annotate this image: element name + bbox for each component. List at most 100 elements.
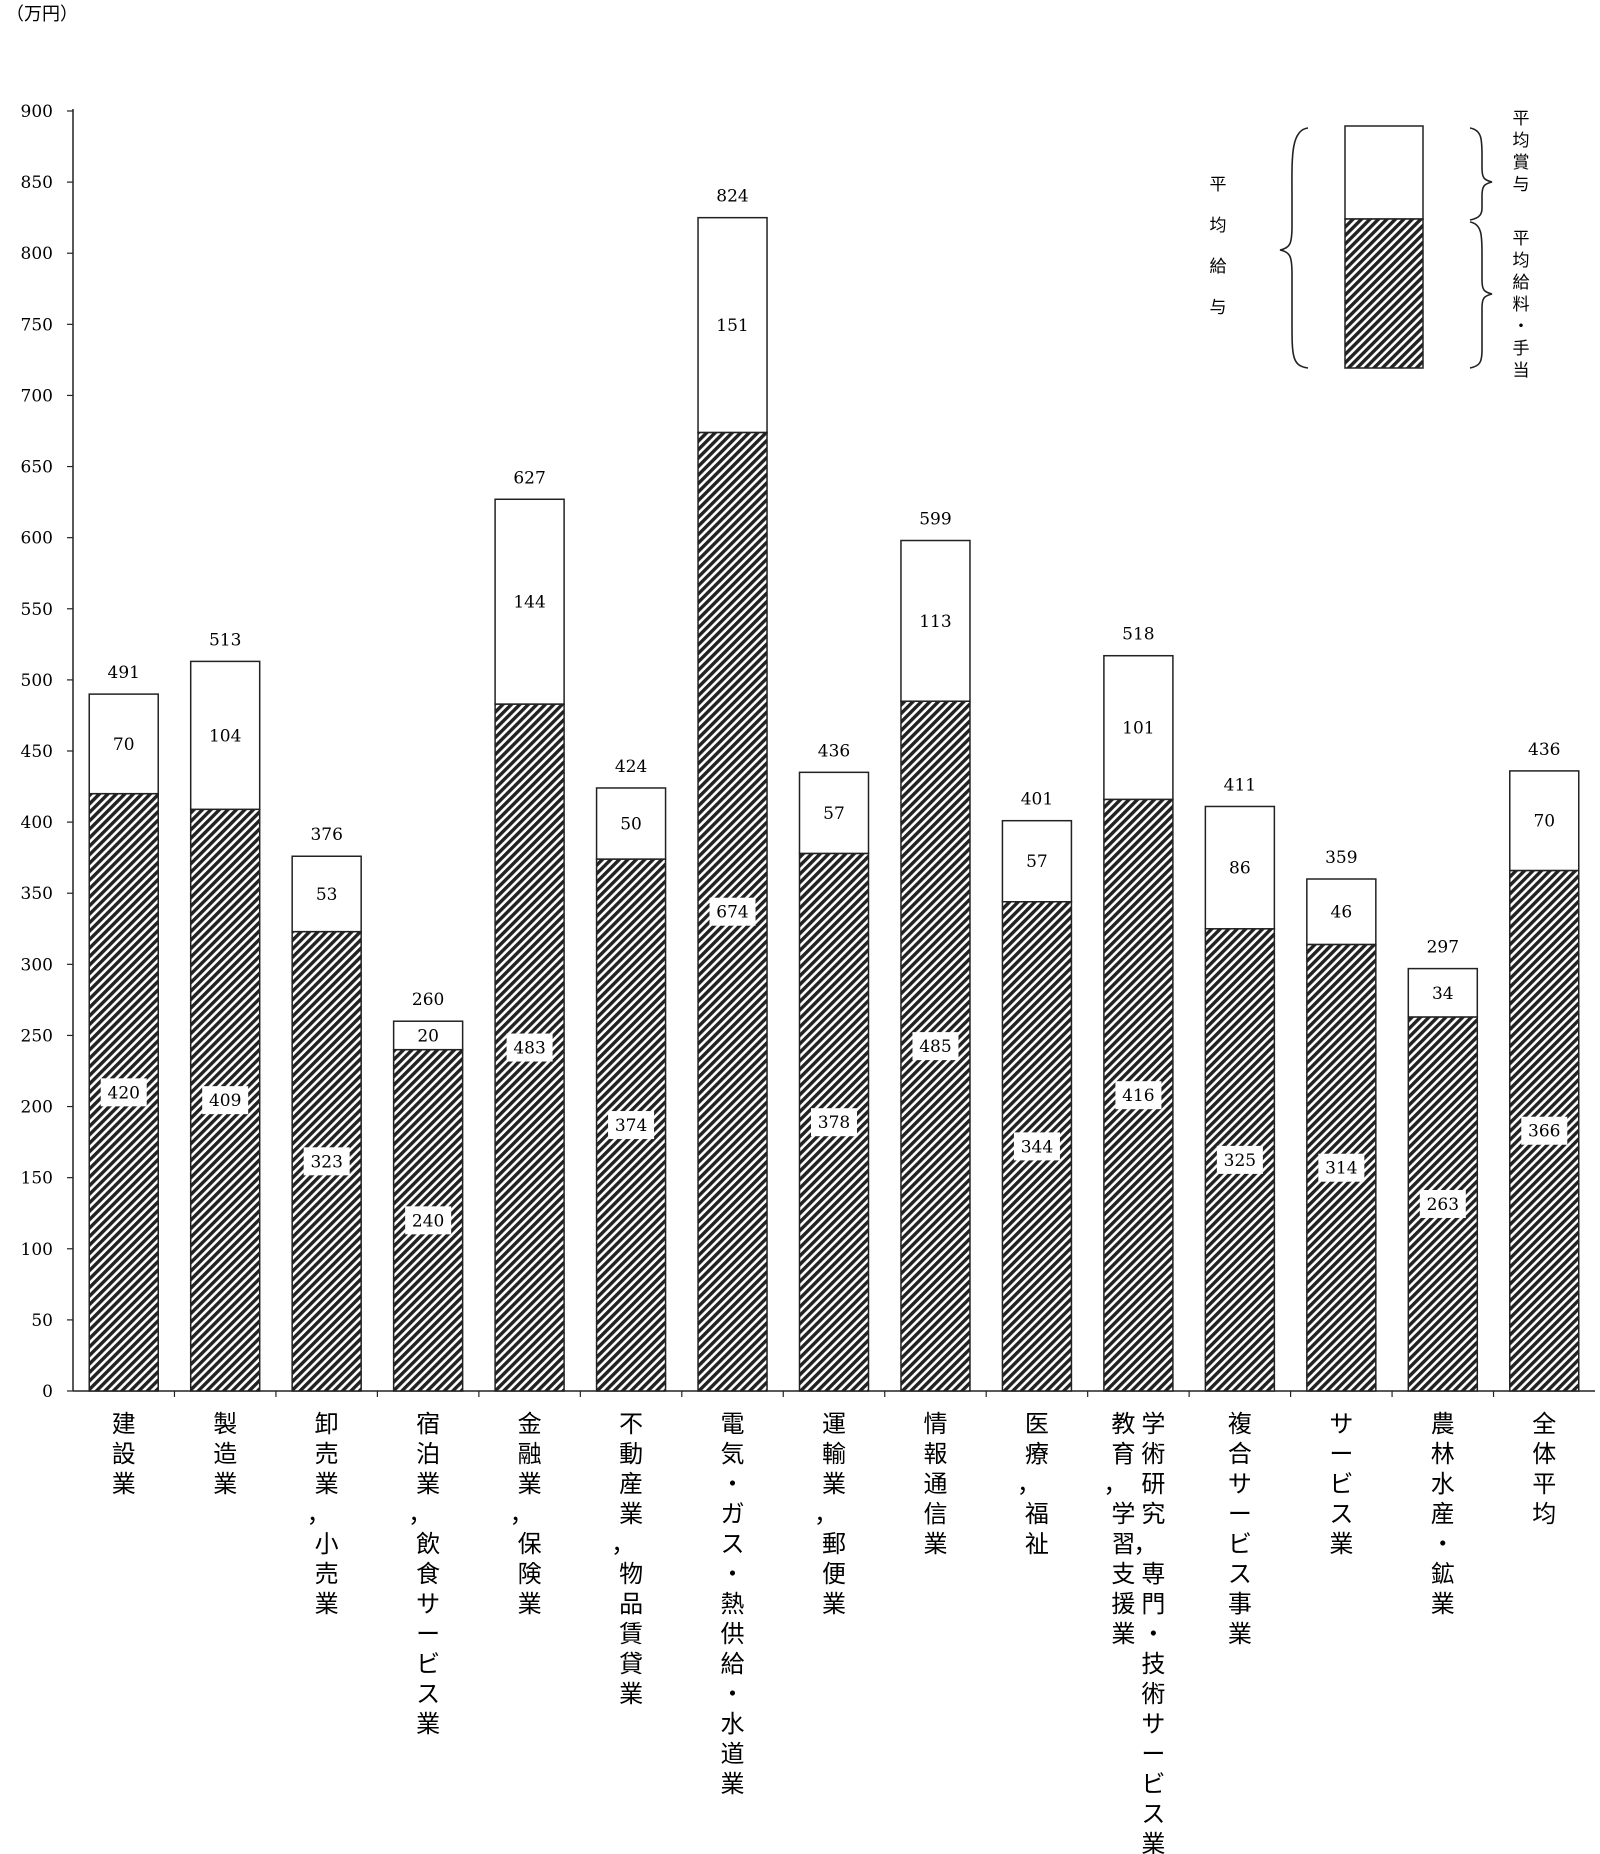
bar-bonus-label: 113: [919, 612, 951, 632]
bar-total-label: 401: [1021, 790, 1053, 810]
legend-brace-total: [1279, 127, 1309, 369]
category-label: 情報通信業: [923, 1410, 947, 1558]
bar-salary-label: 378: [818, 1113, 850, 1133]
salary-label-box: [1115, 1081, 1162, 1110]
bar-bonus-label: 57: [823, 804, 845, 824]
legend-brace-bonus: [1469, 127, 1493, 221]
salary-label-box: [912, 1032, 959, 1061]
bar-salary-label: 409: [209, 1091, 241, 1111]
category-label: 卸売業，小売業: [307, 1410, 339, 1618]
legend-bonus-label: 平均賞与: [1513, 109, 1530, 195]
bar-bonus: [392, 1020, 464, 1051]
category-labels: 建設業 製造業 卸売業，小売業 宿泊業，飲食サービス業 金融業，保険業 不動産業，物品賃貸…: [112, 1410, 1557, 1854]
bar-bonus-label: 104: [209, 726, 241, 746]
salary-label-box: [811, 1108, 857, 1137]
bar-bonus: [291, 855, 362, 933]
bar-salary-label: 314: [1325, 1159, 1357, 1179]
y-tick-label: 150: [21, 1169, 53, 1189]
bar-salary-label: 263: [1427, 1195, 1459, 1215]
y-tick-label: 500: [21, 671, 53, 691]
bar-bonus: [1204, 805, 1276, 930]
bar-total-label: 424: [615, 757, 647, 777]
bar-total-label: 436: [1528, 740, 1560, 760]
category-label: 金融業，保険業: [510, 1410, 542, 1618]
y-tick-label: 800: [21, 244, 53, 264]
axes: 0 50 100 150 200 250 300 350 400 450 500 550 600 650 7…: [21, 102, 1595, 1402]
bar-bonus-label: 144: [513, 593, 545, 613]
bar-total-label: 359: [1325, 848, 1357, 868]
category-label: 全体平均: [1532, 1410, 1556, 1528]
bar-salary-label: 366: [1528, 1122, 1560, 1142]
bar-salary-label: 325: [1224, 1151, 1256, 1171]
category-label: 運輸業，郵便業: [814, 1410, 846, 1618]
bar-bonus: [697, 216, 768, 434]
y-tick-label: 550: [21, 600, 53, 620]
bar-total-label: 436: [818, 741, 850, 761]
bar-bonus-label: 53: [316, 885, 338, 905]
bar-salary-label: 416: [1122, 1086, 1154, 1106]
bar-salary-label: 374: [615, 1116, 647, 1136]
y-tick-label: 0: [42, 1382, 53, 1402]
legend-swatch-bonus: [1344, 125, 1424, 220]
bar-bonus-label: 20: [417, 1026, 439, 1046]
bar-total-label: 376: [310, 825, 342, 845]
category-label: 建設業: [112, 1410, 136, 1498]
bar-total-label: 627: [513, 468, 545, 488]
legend-total-label: 平均給与: [1210, 175, 1227, 318]
bar-bonus-label: 151: [716, 316, 748, 336]
category-label: 宿泊業，飲食サービス業: [408, 1410, 440, 1738]
category-label: 農林水産・鉱業: [1431, 1410, 1455, 1618]
y-tick-label: 850: [21, 173, 53, 193]
category-label: 複合サービス事業: [1228, 1410, 1252, 1648]
bar-total-label: 824: [716, 187, 748, 207]
y-tick-label: 900: [21, 102, 53, 122]
y-tick-label: 100: [21, 1240, 53, 1260]
y-tick-label: 750: [21, 315, 53, 335]
bar-bonus-label: 101: [1122, 719, 1154, 739]
salary-label-box: [1216, 1145, 1263, 1174]
salary-label-box: [1419, 1189, 1466, 1218]
legend-brace-salary: [1469, 221, 1493, 369]
bar-total-label: 599: [919, 510, 951, 530]
bar-salary-label: 323: [310, 1152, 342, 1172]
y-tick-label: 400: [21, 813, 53, 833]
bar-bonus: [494, 498, 565, 705]
y-tick-label: 200: [21, 1098, 53, 1118]
bar-bonus: [595, 787, 667, 860]
category-label: 教育，学習支援業: [1103, 1410, 1135, 1648]
y-tick-label: 50: [31, 1311, 53, 1331]
bar-total-label: 260: [412, 990, 444, 1010]
salary-label-box: [100, 1078, 147, 1107]
y-tick-label: 300: [21, 955, 53, 975]
bar-bonus: [1407, 967, 1479, 1018]
y-tick-label: 250: [21, 1026, 53, 1046]
bar-bonus: [1103, 654, 1174, 801]
salary-label-box: [608, 1111, 655, 1140]
y-tick-label: 600: [21, 529, 53, 549]
bar-salary-label: 240: [412, 1211, 444, 1231]
bar-bonus-label: 86: [1229, 859, 1251, 879]
bar-salary-label: 674: [716, 903, 748, 923]
category-label: サービス業: [1329, 1410, 1353, 1558]
legend-salary-label: 平均給料・手当: [1513, 229, 1530, 381]
bar-bonus: [189, 660, 261, 811]
bar-bonus-label: 57: [1026, 852, 1048, 872]
bar-salary-label: 483: [513, 1039, 545, 1059]
bar-salary-label: 485: [919, 1037, 951, 1057]
category-label: 医療，福祉: [1017, 1410, 1049, 1558]
category-label: 製造業: [213, 1410, 237, 1498]
bar-total-label: 411: [1224, 775, 1256, 795]
bar-salary-label: 344: [1021, 1137, 1053, 1157]
salary-label-box: [709, 897, 756, 926]
salary-label-box: [1521, 1116, 1568, 1145]
bar-total-label: 297: [1427, 938, 1459, 958]
bar-bonus-label: 34: [1432, 984, 1454, 1004]
salary-label-box: [1318, 1153, 1365, 1182]
bar-total-label: 513: [209, 630, 241, 650]
bar-bonus: [1509, 770, 1580, 872]
y-tick-label: 450: [21, 742, 53, 762]
bar-bonus-label: 70: [113, 735, 135, 755]
bar-salary-label: 420: [108, 1083, 140, 1103]
y-axis-unit-label: （万円）: [6, 4, 78, 25]
